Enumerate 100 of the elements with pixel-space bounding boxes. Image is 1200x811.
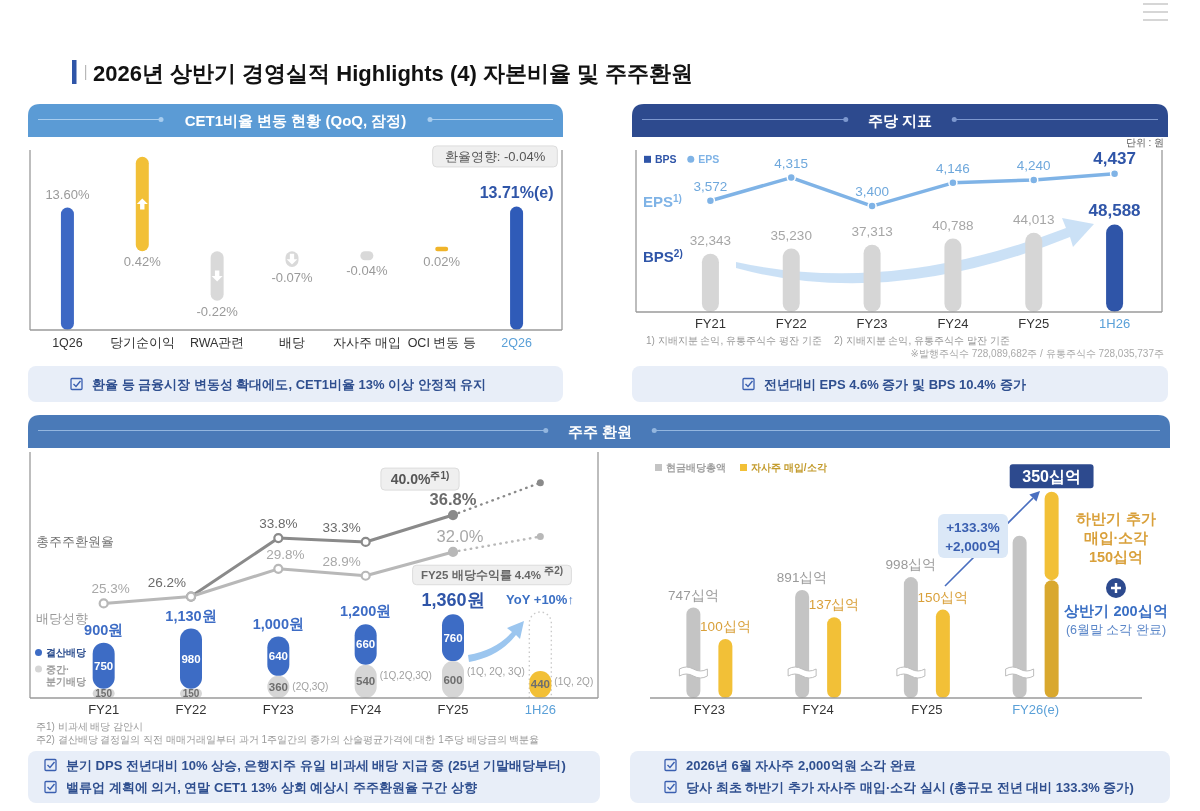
x-tick-label: 배당 (279, 336, 305, 350)
text: 당사 최초 하반기 추가 자사주 매입·소각 실시 (총규모 전년 대비 133.3% 증가) (686, 780, 1134, 795)
annotation: 하반기 추가 매입·소각 150십억 (1076, 511, 1156, 565)
data-label: 0.02% (423, 254, 461, 270)
data-label: 32,343 (689, 232, 732, 248)
text: 주2) 결산배당 결정일의 직전 매매거래일부터 과거 1주일간의 종가의 산술평균가격에 대한 1주당 배당금의 백분율 (36, 734, 540, 745)
text: 2026년 상반기 경영실적 Highlights (4) 자본비율 및 주주환원 (93, 61, 694, 86)
legend-label: 결산배당 (46, 647, 86, 658)
data-label: 4,437 (1093, 148, 1136, 168)
data-label: 3,572 (693, 178, 728, 194)
data-label: 48,588 (1088, 200, 1141, 220)
data-label: 37,313 (851, 223, 893, 239)
data-label: 3,400 (855, 184, 889, 200)
data-label: 440 (530, 678, 550, 691)
data-label: -0.04% (346, 263, 388, 279)
data-label: 0.42% (123, 254, 162, 270)
data-label: 40,788 (932, 217, 974, 233)
text: ※발행주식수 728,089,682주 / 유통주식수 728,035,737주 (910, 348, 1164, 359)
x-tick-label: 1Q26 (52, 336, 83, 350)
x-tick-label: FY25 (1018, 316, 1050, 331)
data-label: 747십억 (668, 587, 719, 603)
data-label: 13.60% (45, 186, 90, 202)
legend-label: 중간·분기배당 (46, 663, 86, 687)
data-label: 150 (182, 687, 200, 699)
x-tick-label: 자사주 매입 (332, 336, 402, 350)
data-label: 4,146 (936, 160, 970, 176)
data-label: 891십억 (776, 570, 828, 586)
annotation: (2Q,3Q) (292, 680, 329, 692)
data-label: 4,240 (1016, 157, 1051, 173)
x-tick-label: FY25 (437, 702, 469, 717)
x-tick-label: FY23 (262, 702, 294, 717)
text: 전년대비 EPS 4.6% 증가 및 BPS 10.4% 증가 (764, 377, 1026, 392)
x-tick-label: FY23 (856, 316, 888, 331)
x-tick-label: FY24 (350, 702, 382, 717)
data-label: -0.07% (271, 270, 314, 285)
data-label: 35,230 (770, 227, 812, 243)
x-tick-label: FY22 (175, 702, 207, 717)
text: 2) 지배지분 손익, 유통주식수 말잔 기준 (834, 335, 1010, 346)
data-label: 640 (268, 650, 288, 663)
data-label: 28.9% (322, 553, 361, 569)
text: 환율 등 금융시장 변동성 확대에도, CET1비율 13% 이상 안정적 유지 (92, 377, 487, 392)
text: 2026년 6월 자사주 2,000억원 소각 완료 (686, 758, 916, 773)
data-label: 25.3% (91, 581, 130, 597)
total-label: 1,000원 (252, 615, 304, 632)
data-label: 100십억 (700, 619, 751, 635)
data-label: 150십억 (917, 589, 969, 605)
total-label: 350십억 (1022, 467, 1081, 485)
annotation: (1Q, 2Q) (554, 675, 594, 687)
annotation: FY25 배당수익률 4.4% $^{주2)}$ (420, 564, 564, 582)
data-label: 750 (94, 659, 114, 672)
data-label: 32.0% (436, 526, 484, 545)
annotation: 상반기 200십억 (1064, 603, 1168, 619)
legend-label: 현금배당총액 (666, 462, 726, 473)
data-label: 26.2% (147, 574, 186, 590)
x-tick-label: OCI 변동 등 (407, 336, 476, 350)
legend-label: BPS (655, 153, 677, 165)
x-tick-label: 1H26 (524, 702, 556, 717)
annotation: EPS$^{1)}$ (643, 192, 682, 210)
data-label: 36.8% (429, 490, 477, 509)
total-label: 1,360원 (421, 590, 485, 611)
chart-title: 주주 환원 (567, 423, 633, 440)
text: 분기 DPS 전년대비 10% 상승, 은행지주 유일 비과세 배당 지급 중 (25년 기말배당부터) (66, 758, 566, 773)
data-label: 360 (268, 680, 288, 693)
data-label: 29.8% (266, 546, 305, 562)
data-label: -0.22% (196, 303, 239, 319)
data-label: 540 (356, 675, 376, 688)
x-tick-label: RWA관련 (189, 336, 245, 350)
annotation: BPS$^{2)}$ (643, 247, 683, 265)
x-tick-label: 2Q26 (501, 336, 532, 350)
x-tick-label: FY24 (937, 316, 969, 331)
annotation: +2,000억 (945, 539, 1001, 554)
chart-title: CET1비율 변동 현황 (QoQ, 잠정) (184, 112, 407, 129)
data-label: 33.8% (259, 516, 298, 532)
legend-label: EPS (698, 153, 720, 165)
text: 밸류업 계획에 의거, 연말 CET1 13% 상회 예상시 주주환원율 구간 상향 (66, 780, 477, 795)
data-label: 4,315 (774, 155, 809, 171)
data-label: 998십억 (885, 557, 937, 573)
text: 1) 지배지분 손익, 유통주식수 평잔 기준 (646, 335, 822, 346)
total-label: 1,130원 (165, 607, 217, 624)
x-tick-label: FY21 (88, 702, 120, 717)
annotation: YoY +10%↑ (506, 592, 574, 607)
annotation: (1Q, 2Q, 3Q) (467, 666, 525, 678)
data-label: 150 (95, 687, 113, 699)
x-tick-label: FY23 (693, 702, 725, 717)
x-tick-label: FY22 (775, 316, 807, 331)
data-label: 600 (443, 673, 463, 686)
x-tick-label: FY26(e) (1012, 702, 1060, 717)
x-tick-label: FY21 (694, 316, 726, 331)
x-tick-label: FY25 (911, 702, 943, 717)
data-label: 44,013 (1013, 211, 1055, 227)
data-label: 137십억 (808, 597, 860, 613)
text: 주1) 비과세 배당 감안시 (36, 721, 144, 732)
annotation: (6월말 소각 완료) (1065, 623, 1167, 637)
x-tick-label: 1H26 (1099, 316, 1131, 331)
total-label: 1,200원 (340, 603, 392, 620)
data-label: 660 (356, 638, 376, 651)
legend-label: 자사주 매입/소각 (751, 462, 827, 473)
annotation: 40.0%$^{주1)}$ (390, 469, 450, 487)
data-label: 980 (181, 652, 201, 665)
text: 총주주환원율 (36, 535, 114, 549)
